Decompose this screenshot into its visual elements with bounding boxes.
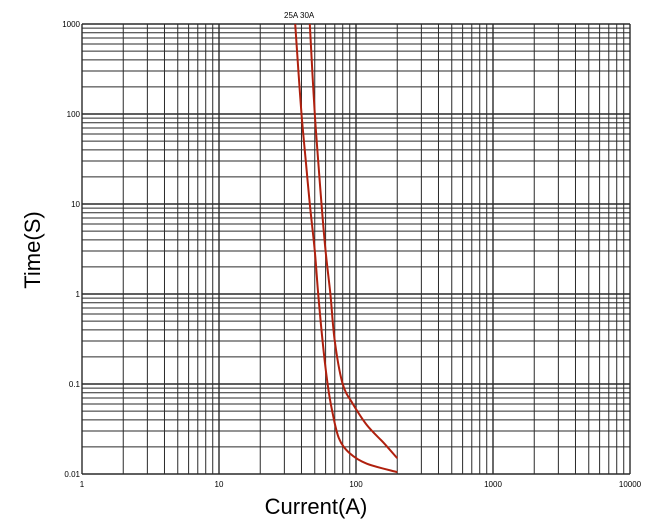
y-tick-label: 1 [76, 290, 81, 299]
series-line-25A [294, 23, 398, 474]
series-label: 25A 30A [284, 11, 315, 20]
tick-labels: 1 10 100 1000 10000 0.01 0.1 1 10 100 1000 [62, 20, 641, 489]
y-tick-label: 100 [67, 110, 81, 119]
x-tick-label: 100 [349, 480, 363, 489]
x-tick-label: 10000 [619, 480, 642, 489]
y-axis-title: Time(S) [20, 211, 45, 288]
series-line-30A [308, 23, 398, 459]
y-tick-label: 0.1 [69, 380, 81, 389]
x-tick-label: 1000 [484, 480, 502, 489]
x-tick-label: 1 [80, 480, 85, 489]
x-axis-title: Current(A) [265, 494, 368, 519]
y-tick-label: 1000 [62, 20, 80, 29]
curves [294, 23, 398, 474]
y-tick-label: 10 [71, 200, 80, 209]
y-tick-label: 0.01 [64, 470, 80, 479]
x-tick-label: 10 [215, 480, 224, 489]
grid [81, 23, 631, 475]
